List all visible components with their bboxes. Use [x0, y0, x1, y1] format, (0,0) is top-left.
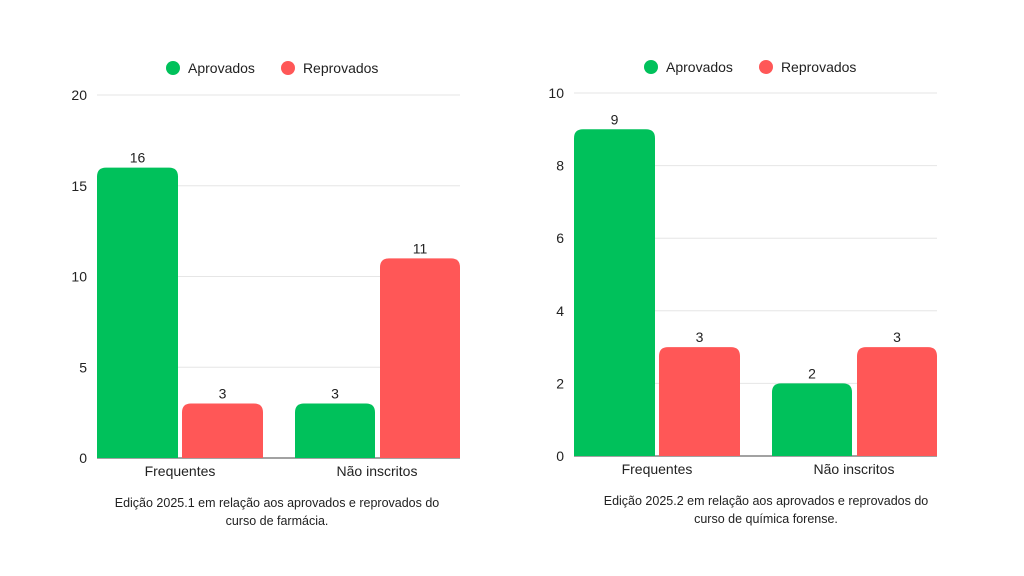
- legend-label-aprovados: Aprovados: [666, 59, 733, 75]
- x-tick-label-2: Não inscritos: [337, 463, 418, 479]
- legend-label-reprovados: Reprovados: [302, 60, 379, 76]
- chart-panel-farmacia: Aprovados Reprovados 0 5 10 15 20 16 3 Frequent…: [71, 60, 477, 530]
- legend-swatch-aprovados: [644, 60, 658, 74]
- legend-label-reprovados: Reprovados: [780, 59, 857, 75]
- bar-reprovados-2: [857, 347, 937, 456]
- y-tick-label-20: 20: [71, 87, 87, 103]
- y-tick-label-8: 8: [556, 158, 564, 174]
- data-label-aprovados-2: 2: [808, 365, 816, 381]
- data-label-reprovados-1: 3: [219, 386, 227, 402]
- y-tick-label-5: 5: [79, 359, 87, 375]
- y-tick-label-2: 2: [556, 375, 564, 391]
- legend-item-aprovados: Aprovados: [644, 59, 733, 75]
- y-tick-label-15: 15: [71, 178, 87, 194]
- bar-aprovados-2: [772, 383, 852, 456]
- x-tick-label-1: Frequentes: [622, 461, 693, 477]
- bar-chart-farmacia: 0 5 10 15 20 16 3 Frequentes 3 11 Não inscritos: [71, 87, 460, 479]
- x-tick-label-2: Não inscritos: [814, 461, 895, 477]
- caption-line-2: curso de farmácia.: [225, 514, 329, 528]
- x-tick-label-1: Frequentes: [145, 463, 216, 479]
- legend-item-reprovados: Reprovados: [280, 60, 379, 76]
- legend-swatch-aprovados: [166, 61, 180, 75]
- y-tick-label-0: 0: [79, 450, 87, 466]
- legend-item-reprovados: Reprovados: [758, 59, 857, 75]
- data-label-aprovados-2: 3: [331, 386, 339, 402]
- chart-caption: Edição 2025.1 em relação aos aprovados e…: [77, 494, 477, 530]
- chart-caption: Edição 2025.2 em relação aos aprovados e…: [566, 492, 966, 528]
- caption-line-1: Edição 2025.2 em relação aos aprovados e…: [603, 494, 929, 508]
- chart-legend: Aprovados Reprovados: [166, 60, 378, 76]
- data-label-reprovados-2: 11: [413, 240, 428, 256]
- data-label-aprovados-1: 9: [611, 111, 619, 127]
- bar-chart-quimica-forense: 0 2 4 6 8 10 9 3 Frequentes 2 3 Não inscritos: [548, 85, 937, 477]
- data-label-reprovados-2: 3: [893, 329, 901, 345]
- chart-panel-quimica-forense: Aprovados Reprovados 0 2 4 6 8 10 9 3 Frequentes…: [512, 0, 1024, 576]
- data-label-aprovados-1: 16: [130, 150, 146, 166]
- legend-swatch-reprovados: [758, 60, 773, 74]
- bar-reprovados-1: [659, 347, 740, 456]
- legend-swatch-reprovados: [280, 61, 295, 75]
- bar-reprovados-1: [182, 403, 263, 458]
- bar-reprovados-2: [380, 258, 460, 458]
- caption-line-2: curso de química forense.: [694, 512, 838, 526]
- y-tick-label-6: 6: [556, 230, 564, 246]
- y-tick-label-4: 4: [556, 303, 564, 319]
- y-tick-label-10: 10: [71, 269, 87, 285]
- data-label-reprovados-1: 3: [696, 329, 704, 345]
- y-tick-label-10: 10: [548, 85, 564, 101]
- caption-line-1: Edição 2025.1 em relação aos aprovados e…: [114, 496, 440, 510]
- y-tick-label-0: 0: [556, 448, 564, 464]
- bar-aprovados-2: [295, 403, 375, 458]
- bar-aprovados-1: [574, 129, 655, 457]
- chart-legend: Aprovados Reprovados: [644, 59, 856, 75]
- legend-item-aprovados: Aprovados: [166, 60, 255, 76]
- legend-label-aprovados: Aprovados: [188, 60, 255, 76]
- bar-aprovados-1: [97, 167, 178, 458]
